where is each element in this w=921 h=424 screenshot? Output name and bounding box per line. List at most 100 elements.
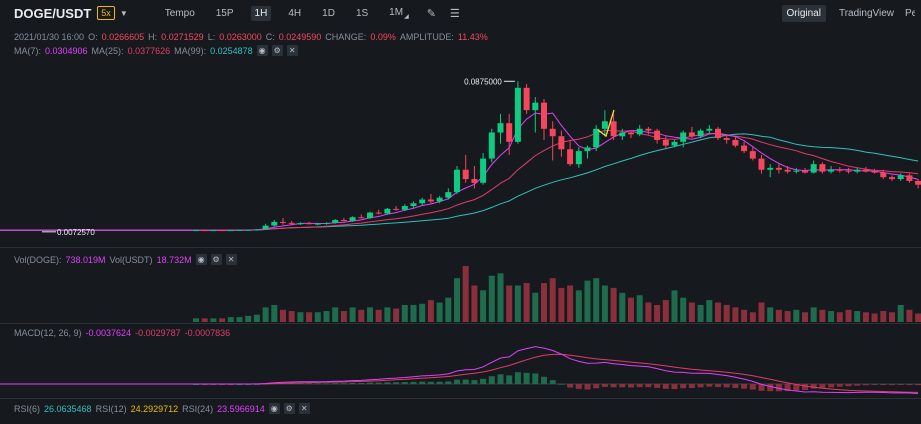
volume-bar (314, 312, 321, 322)
volume-bar (645, 302, 652, 322)
candle (758, 158, 765, 170)
volume-bar (680, 297, 687, 322)
volume-bar (445, 297, 452, 322)
volume-bar (810, 307, 817, 322)
macd-bar (575, 384, 582, 389)
volume-bar (836, 312, 843, 322)
view-original[interactable]: Original (781, 4, 826, 22)
low-price-label: 0.0072570 (57, 228, 95, 237)
pane-divider[interactable] (0, 398, 921, 399)
volume-bar (558, 287, 565, 322)
pair-title[interactable]: DOGE/USDT (14, 5, 92, 21)
candle (671, 141, 678, 146)
candle (445, 192, 452, 198)
macd-bar (480, 378, 487, 384)
macd-bar (532, 373, 539, 384)
interval-1s[interactable]: 1S (355, 7, 369, 19)
macd-bar (854, 384, 861, 386)
close-icon[interactable]: ✕ (225, 254, 237, 265)
macd-bar (445, 381, 452, 384)
interval-4h[interactable]: 4H (288, 7, 302, 19)
candle (906, 175, 913, 181)
interval-1h[interactable]: 1H (250, 5, 272, 21)
macd-value-2: -0.0029787 (135, 328, 181, 338)
candle (871, 171, 878, 173)
volume-bar (506, 285, 513, 322)
close-icon[interactable]: ✕ (298, 403, 310, 414)
leverage-badge[interactable]: 5x (97, 6, 115, 20)
view-tradingview[interactable]: TradingView (838, 7, 894, 19)
candle (723, 138, 730, 140)
candle (889, 177, 895, 180)
candle (549, 128, 556, 137)
volume-bar (802, 312, 808, 322)
candle (697, 130, 704, 137)
macd-bar (654, 384, 661, 388)
candle (741, 145, 748, 152)
volume-bar (297, 312, 304, 322)
volume-bar (349, 307, 356, 322)
macd-bar (349, 383, 356, 385)
interval-15p[interactable]: 15P (215, 7, 234, 19)
vol-doge-value: 738.019M (65, 254, 106, 265)
gear-icon[interactable]: ⚙ (210, 254, 222, 265)
macd-bar (488, 376, 495, 384)
macd-bar (836, 384, 843, 387)
macd-bar (645, 384, 652, 388)
macd-bar (889, 384, 895, 386)
macd-bar (871, 384, 878, 385)
pane-divider[interactable] (0, 323, 921, 324)
macd-info: MACD(12, 26, 9) -0.0037624 -0.0029787 -0… (14, 328, 234, 338)
macd-bar (506, 375, 513, 384)
gear-icon[interactable]: ⚙ (271, 45, 283, 56)
rsi24-label: RSI(24) (182, 403, 214, 414)
eye-icon[interactable]: ◉ (256, 45, 268, 56)
volume-bar (636, 295, 643, 322)
macd-bar (340, 383, 347, 385)
close-icon[interactable]: ✕ (286, 45, 298, 56)
view-depth[interactable]: Pe (905, 7, 915, 19)
volume-bar (306, 312, 313, 322)
eye-icon[interactable]: ◉ (268, 403, 280, 414)
macd-bar (697, 384, 704, 388)
candle (245, 229, 252, 231)
candle (427, 199, 434, 202)
pencil-icon[interactable]: ✎ (426, 7, 436, 20)
macd-bar (628, 384, 634, 388)
macd-bar (393, 382, 400, 384)
candle (471, 179, 478, 183)
volume-bar (375, 309, 382, 322)
rsi-info: RSI(6) 26.0635468 RSI(12) 24.2929712 RSI(2… (14, 403, 314, 414)
ohlc-amplitude-label: AMPLITUDE: (399, 32, 454, 42)
volume-bar (915, 313, 921, 322)
interval-tempo[interactable]: Tempo (164, 7, 195, 19)
candle (227, 230, 234, 232)
candle (810, 164, 817, 173)
pane-divider[interactable] (0, 247, 921, 248)
macd-value-1: -0.0037624 (85, 328, 132, 338)
interval-1d[interactable]: 1D (322, 7, 335, 19)
macd-bar (862, 384, 869, 386)
dropdown-triangle-icon: ◢ (404, 13, 409, 20)
volume-bar (575, 290, 582, 322)
volume-bar (593, 278, 600, 322)
chevron-down-icon[interactable]: ▼ (119, 8, 128, 18)
candle (819, 164, 826, 172)
candle (532, 102, 539, 111)
volume-bar (488, 275, 495, 322)
macd-bar (541, 376, 547, 384)
volume-bar (654, 304, 661, 322)
volume-bar (610, 287, 617, 322)
volume-bar (880, 311, 887, 322)
ma25-label: MA(25): (91, 45, 124, 56)
macd-bar (401, 382, 408, 384)
interval-1m[interactable]: 1M◢ (385, 5, 413, 22)
macd-bar (662, 384, 669, 389)
candle (880, 172, 887, 178)
candle (323, 223, 330, 225)
settings-sliders-icon[interactable]: ☰ (449, 7, 460, 20)
candle (340, 220, 347, 222)
gear-icon[interactable]: ⚙ (283, 403, 295, 414)
eye-icon[interactable]: ◉ (195, 254, 207, 265)
